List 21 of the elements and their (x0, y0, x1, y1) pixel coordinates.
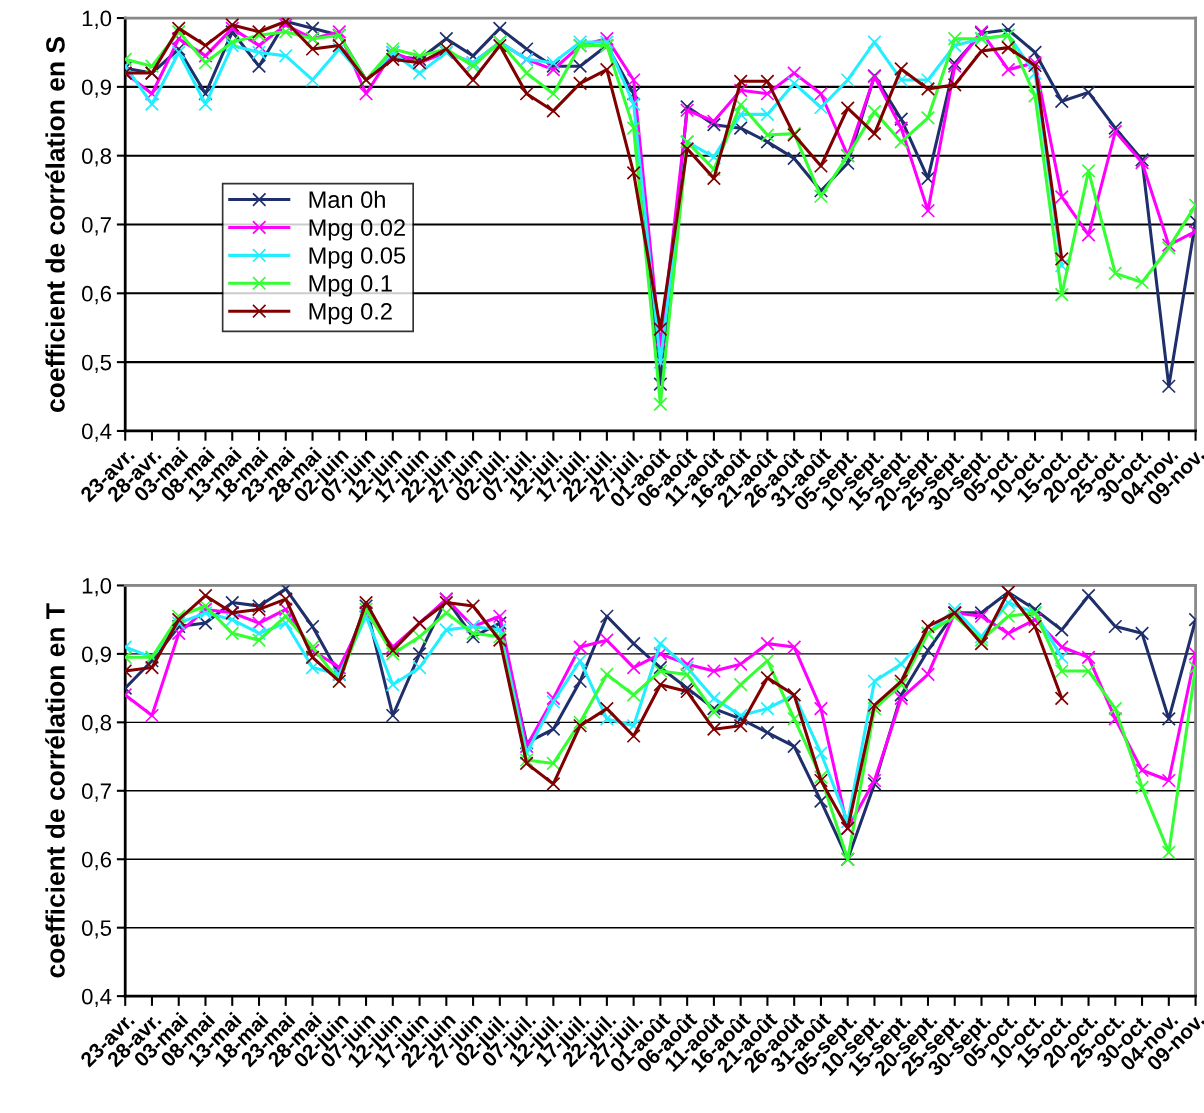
legend-label: Mpg 0.05 (309, 247, 406, 269)
legend-label: Mpg 0.02 (309, 219, 405, 241)
y-tick-label: 0,7 (82, 783, 111, 802)
legend-label: Mpg 0.2 (309, 302, 392, 325)
y-tick-label: 0,6 (82, 285, 112, 305)
y-tick-label: 1,0 (82, 10, 112, 29)
y-axis-title: coefficient de corrélation en T (45, 603, 65, 978)
y-tick-label: 0,9 (82, 79, 111, 98)
y-axis-title: coefficient de corrélation en S (45, 37, 65, 412)
y-tick-label: 0,4 (82, 988, 112, 1008)
y-tick-label: 0,5 (82, 920, 112, 939)
y-tick-label: 0,5 (82, 354, 112, 374)
y-tick-label: 1,0 (82, 577, 112, 597)
legend-label: Mpg 0.1 (309, 275, 392, 297)
y-tick-label: 0,7 (82, 217, 111, 236)
y-tick-label: 0,8 (82, 714, 112, 734)
y-tick-label: 0,8 (82, 148, 112, 167)
y-tick-label: 0,9 (82, 646, 111, 665)
legend-label: Man 0h (309, 190, 385, 209)
y-tick-label: 0,4 (82, 423, 112, 442)
y-tick-label: 0,6 (82, 851, 112, 871)
